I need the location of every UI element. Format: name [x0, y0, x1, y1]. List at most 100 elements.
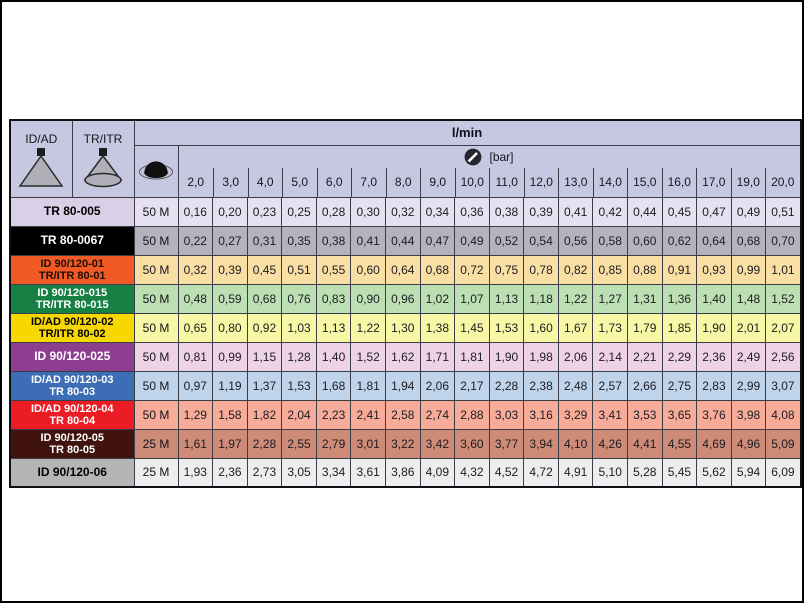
flow-value: 3,16	[523, 399, 559, 430]
flow-value: 1,61	[177, 428, 214, 459]
flow-value: 0,60	[350, 254, 386, 285]
flow-value: 3,76	[696, 399, 732, 430]
flow-value: 0,99	[730, 254, 767, 285]
flow-value: 0,55	[315, 254, 352, 285]
flow-value: 3,94	[523, 428, 559, 459]
flow-value: 0,34	[419, 196, 456, 227]
droplet-size-value: 50 M	[133, 312, 179, 343]
flow-value: 0,62	[661, 225, 698, 256]
droplet-size-value: 50 M	[133, 341, 179, 372]
droplet-size-value: 50 M	[133, 370, 179, 401]
flow-value: 0,83	[315, 283, 352, 314]
flow-value: 0,47	[419, 225, 456, 256]
nozzle-label: ID 90/120-01 TR/ITR 80-01	[9, 254, 135, 285]
pressure-tick: 13,0	[558, 167, 593, 197]
pressure-tick: 11,0	[489, 167, 524, 197]
droplet-size-value: 50 M	[133, 225, 179, 256]
flow-value: 0,93	[696, 254, 732, 285]
flow-value: 3,60	[454, 428, 490, 459]
flow-value: 1,18	[523, 283, 559, 314]
flow-value: 2,01	[730, 312, 767, 343]
flow-value: 2,07	[765, 312, 801, 343]
flow-value: 1,07	[454, 283, 490, 314]
flow-value: 4,52	[488, 457, 525, 488]
pressure-tick: 4,0	[247, 167, 283, 197]
flow-value: 1,15	[246, 341, 283, 372]
pressure-scale: 2,0 3,0 4,0 5,0 6,0 7,0 8,0 9,0 10,0 11,0 12,0 13,0…	[179, 167, 800, 197]
flow-value: 4,91	[557, 457, 594, 488]
flow-value: 0,59	[212, 283, 248, 314]
flow-value: 1,22	[557, 283, 594, 314]
nozzle-row-2: TR 80-0067 50 M 0,22 0,27 0,31 0,35 0,38 0,41 0,…	[9, 225, 801, 256]
flow-value: 5,28	[627, 457, 663, 488]
flow-value: 0,76	[281, 283, 317, 314]
flow-value: 0,22	[177, 225, 214, 256]
flow-value: 1,98	[523, 341, 559, 372]
flow-value: 0,78	[523, 254, 559, 285]
flow-value: 0,75	[488, 254, 525, 285]
pressure-tick: 9,0	[420, 167, 455, 197]
flow-value: 2,88	[454, 399, 490, 430]
flow-value: 5,09	[765, 428, 801, 459]
flow-value: 3,77	[488, 428, 525, 459]
pressure-tick: 3,0	[213, 167, 248, 197]
flow-value: 1,58	[212, 399, 248, 430]
nozzle-label: ID/AD 90/120-04 TR 80-04	[9, 399, 135, 430]
flow-value: 0,52	[488, 225, 525, 256]
flow-value: 2,49	[730, 341, 767, 372]
tritr-label: TR/ITR	[83, 131, 123, 146]
flow-value: 0,49	[454, 225, 490, 256]
flow-value: 1,53	[281, 370, 317, 401]
flow-value: 0,31	[246, 225, 283, 256]
flow-value: 3,86	[384, 457, 421, 488]
flow-value: 0,68	[246, 283, 283, 314]
flow-value: 2,14	[592, 341, 629, 372]
flow-value: 1,40	[315, 341, 352, 372]
nozzle-label: ID 90/120-015 TR/ITR 80-015	[9, 283, 135, 314]
flow-value: 2,41	[350, 399, 386, 430]
flow-value: 0,82	[557, 254, 594, 285]
flow-value: 1,19	[212, 370, 248, 401]
flow-value: 0,16	[177, 196, 214, 227]
flow-value: 0,20	[212, 196, 248, 227]
nozzle-row-4: ID 90/120-015 TR/ITR 80-015 50 M 0,48 0,59 0,…	[9, 283, 801, 314]
flow-value: 1,01	[765, 254, 801, 285]
flow-value: 2,58	[384, 399, 421, 430]
flow-value: 1,52	[350, 341, 386, 372]
flow-value: 1,81	[350, 370, 386, 401]
flow-value: 0,49	[730, 196, 767, 227]
flow-value: 3,05	[281, 457, 317, 488]
spray-droplet-icon	[138, 160, 174, 179]
nozzle-label: ID 90/120-05 TR 80-05	[9, 428, 135, 459]
flow-unit-header: l/min	[133, 119, 801, 146]
flow-value: 3,01	[350, 428, 386, 459]
flow-value: 0,51	[281, 254, 317, 285]
flow-value: 1,22	[350, 312, 386, 343]
flow-value: 1,68	[315, 370, 352, 401]
flow-value: 1,02	[419, 283, 456, 314]
flow-value: 1,38	[419, 312, 456, 343]
flow-value: 0,48	[177, 283, 214, 314]
flow-value: 1,62	[384, 341, 421, 372]
flow-value: 3,07	[765, 370, 801, 401]
flow-value: 0,90	[350, 283, 386, 314]
pressure-tick: 16,0	[661, 167, 697, 197]
flow-value: 2,48	[557, 370, 594, 401]
flow-value: 1,82	[246, 399, 283, 430]
hollow-cone-nozzle-icon	[83, 147, 123, 187]
flow-value: 1,36	[661, 283, 698, 314]
pressure-tick: 2,0	[187, 175, 205, 189]
flow-value: 0,81	[177, 341, 214, 372]
flow-value: 0,38	[315, 225, 352, 256]
flow-value: 1,93	[177, 457, 214, 488]
nozzle-label: ID/AD 90/120-02 TR/ITR 80-02	[9, 312, 135, 343]
flow-value: 3,03	[488, 399, 525, 430]
droplet-size-header-cell	[133, 144, 179, 198]
flow-value: 1,45	[454, 312, 490, 343]
flow-value: 3,98	[730, 399, 767, 430]
flow-value: 4,08	[765, 399, 801, 430]
flow-value: 0,91	[661, 254, 698, 285]
flow-value: 0,92	[246, 312, 283, 343]
flow-value: 1,13	[315, 312, 352, 343]
